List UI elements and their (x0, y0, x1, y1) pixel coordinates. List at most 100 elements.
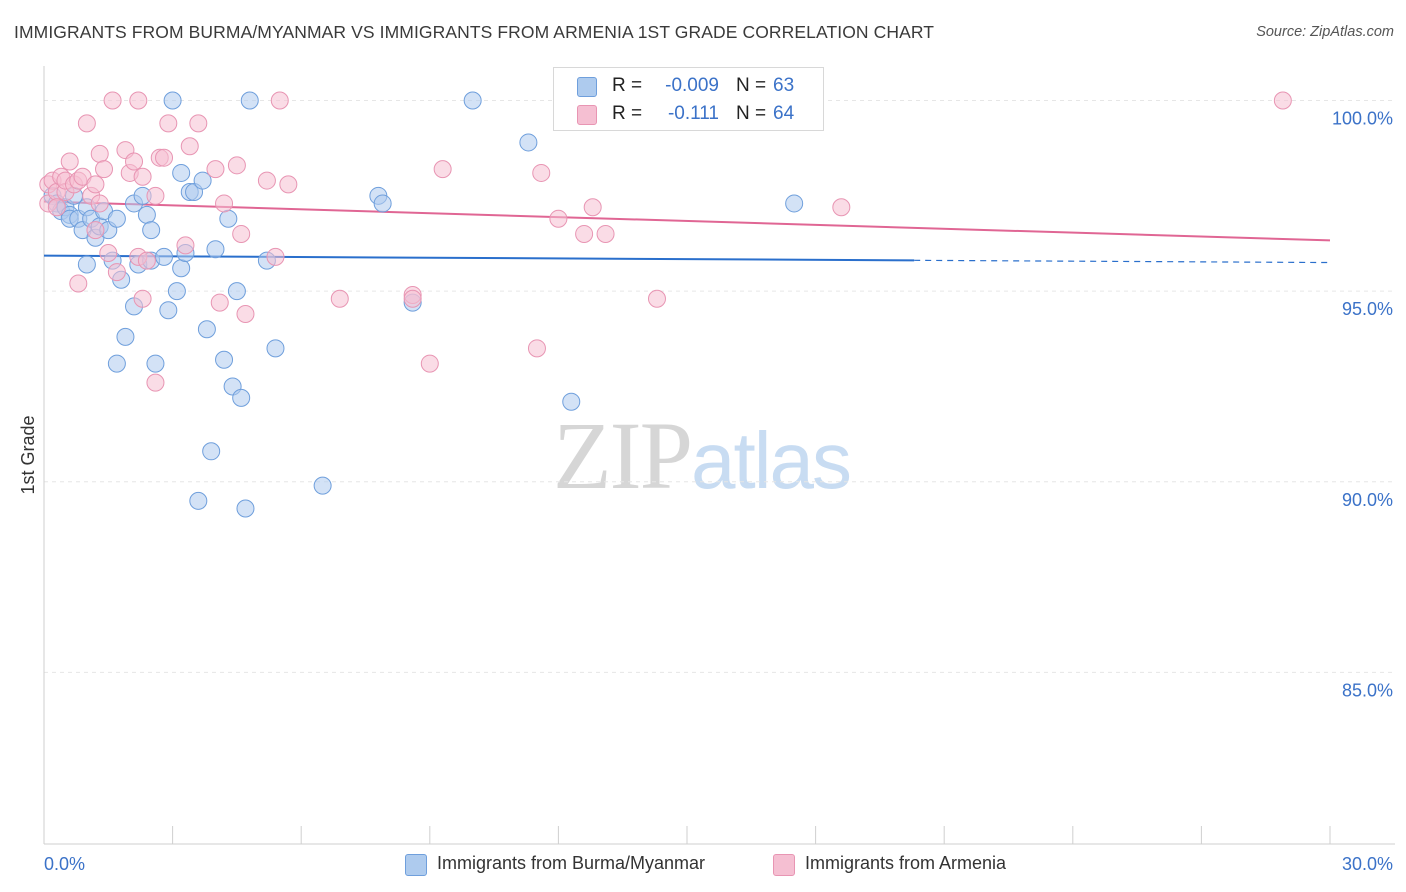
watermark-zip: ZIP (553, 402, 693, 509)
point-armenia (583, 198, 602, 217)
point-armenia (155, 148, 174, 167)
y-tick-label: 100.0% (1332, 109, 1393, 129)
point-burma (172, 259, 191, 278)
point-armenia (125, 152, 144, 171)
point-armenia (549, 209, 568, 228)
point-burma (562, 392, 581, 411)
x-tick-label: 30.0% (1342, 854, 1393, 874)
point-burma (197, 320, 216, 339)
series-label-armenia: Immigrants from Armenia (805, 853, 1007, 873)
point-armenia (90, 194, 109, 213)
point-burma (463, 91, 482, 110)
legend-r-value: -0.111 (667, 103, 719, 124)
point-burma (215, 350, 234, 369)
grid-lines (44, 100, 1395, 673)
point-armenia (159, 114, 178, 133)
point-armenia (270, 91, 289, 110)
point-burma (163, 91, 182, 110)
y-tick-label: 90.0% (1342, 490, 1393, 510)
legend-row-armenia: R = -0.111 N = 64 (554, 100, 823, 128)
point-burma (266, 339, 285, 358)
y-axis-label: 1st Grade (18, 415, 38, 494)
legend-swatch-burma (577, 77, 597, 97)
point-armenia (90, 144, 109, 163)
legend-swatch-armenia (577, 105, 597, 125)
point-armenia (133, 289, 152, 308)
point-burma (219, 209, 238, 228)
point-armenia (232, 224, 251, 243)
correlation-legend: R = -0.009 N = 63 R = -0.111 N = 64 (553, 67, 824, 131)
point-burma (785, 194, 804, 213)
point-armenia (420, 354, 439, 373)
point-burma (137, 205, 156, 224)
point-armenia (77, 114, 96, 133)
legend-r-value: -0.009 (665, 75, 719, 96)
series-swatch-burma (405, 854, 427, 876)
y-tick-label: 85.0% (1342, 680, 1393, 700)
point-armenia (180, 137, 199, 156)
point-armenia (69, 274, 88, 293)
point-armenia (210, 293, 229, 312)
point-armenia (575, 224, 594, 243)
point-burma (373, 194, 392, 213)
source-label: Source: ZipAtlas.com (1256, 24, 1394, 40)
point-armenia (279, 175, 298, 194)
point-armenia (146, 373, 165, 392)
trend-line-burma-extension (914, 259, 1331, 264)
point-armenia (532, 163, 551, 182)
data-points (39, 91, 1292, 518)
point-burma (519, 133, 538, 152)
point-burma (236, 499, 255, 518)
point-armenia (86, 175, 105, 194)
point-burma (142, 221, 161, 240)
point-armenia (266, 247, 285, 266)
point-armenia (215, 194, 234, 213)
point-burma (159, 301, 178, 320)
tick-labels: 85.0% 90.0% 95.0% 100.0% 0.0% 30.0% 1st Grade (18, 109, 1393, 874)
point-armenia (47, 198, 66, 217)
point-armenia (257, 171, 276, 190)
point-armenia (527, 339, 546, 358)
point-burma (313, 476, 332, 495)
series-swatch-armenia (773, 854, 795, 876)
point-armenia (596, 224, 615, 243)
point-armenia (60, 152, 79, 171)
point-burma (146, 354, 165, 373)
point-armenia (137, 251, 156, 270)
legend-r-label: R = (612, 103, 643, 124)
point-burma (193, 171, 212, 190)
x-tick-label: 0.0% (44, 854, 85, 874)
point-armenia (206, 160, 225, 179)
point-armenia (146, 186, 165, 205)
chart-title: IMMIGRANTS FROM BURMA/MYANMAR VS IMMIGRA… (14, 22, 935, 42)
point-armenia (403, 289, 422, 308)
point-armenia (236, 305, 255, 324)
point-armenia (1273, 91, 1292, 110)
legend-n-label: N = (736, 75, 767, 96)
legend-n-value: 63 (773, 75, 795, 96)
legend-n-value: 64 (773, 103, 795, 124)
point-armenia (832, 198, 851, 217)
series-label-burma: Immigrants from Burma/Myanmar (437, 853, 706, 873)
point-armenia (95, 160, 114, 179)
point-armenia (133, 167, 152, 186)
point-burma (202, 442, 221, 461)
point-armenia (647, 289, 666, 308)
point-burma (172, 163, 191, 182)
point-burma (77, 255, 96, 274)
point-armenia (107, 263, 126, 282)
point-armenia (103, 91, 122, 110)
legend-row-burma: R = -0.009 N = 63 (554, 72, 823, 100)
y-tick-label: 95.0% (1342, 299, 1393, 319)
point-armenia (189, 114, 208, 133)
point-burma (189, 491, 208, 510)
point-armenia (99, 244, 118, 263)
legend-r-label: R = (612, 75, 643, 96)
point-armenia (176, 236, 195, 255)
point-burma (206, 240, 225, 259)
point-burma (155, 247, 174, 266)
legend-n-label: N = (736, 103, 767, 124)
axes (43, 66, 1395, 845)
point-burma (107, 354, 126, 373)
